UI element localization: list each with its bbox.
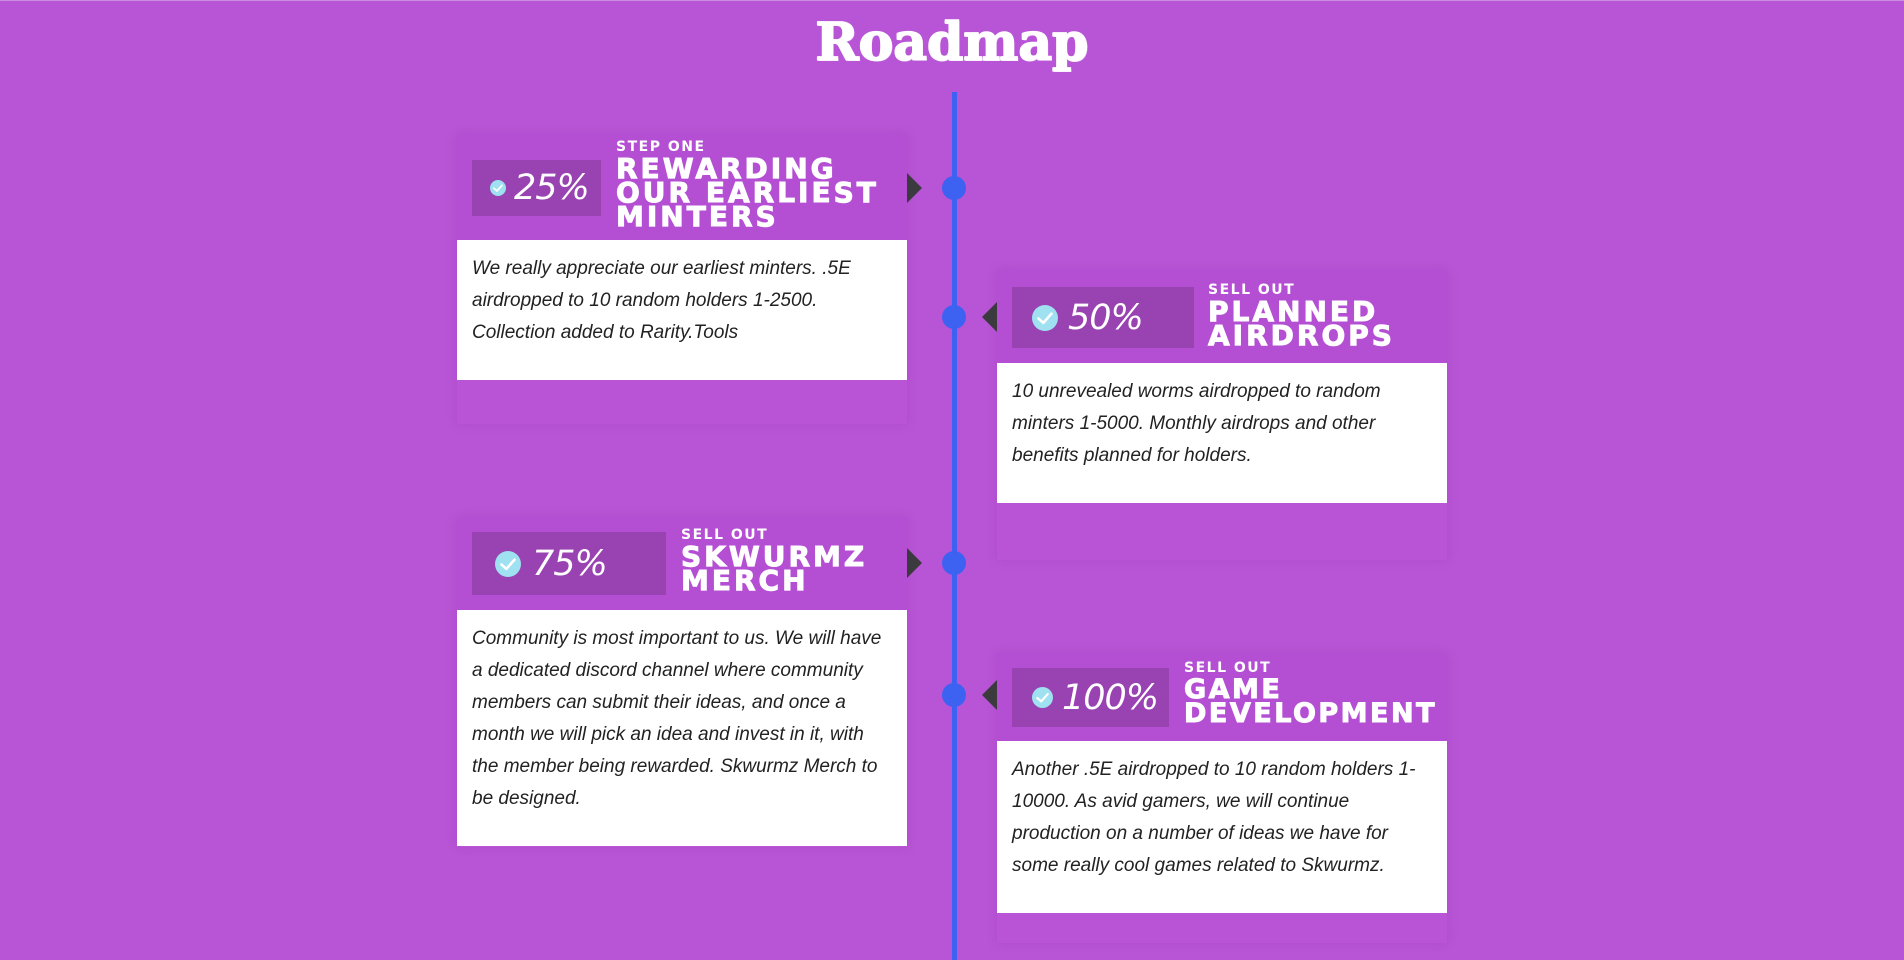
percent-value: 100% [1062, 677, 1159, 718]
percent-value: 25% [514, 168, 590, 208]
title-line: PLANNED [1208, 295, 1379, 328]
page-title: Roadmap [815, 11, 1090, 74]
milestone-card-75: 75% SELL OUT SKWURMZ MERCH Community is … [457, 517, 907, 847]
timeline-dot [942, 551, 966, 575]
milestone-title: GAME DEVELOPMENT [1184, 674, 1447, 729]
milestone-title: PLANNED AIRDROPS [1208, 295, 1443, 352]
step-label: SELL OUT [1208, 282, 1296, 298]
milestone-header: 25% STEP ONE REWARDING OUR EARLIEST MINT… [457, 134, 907, 240]
milestone-description: 10 unrevealed worms airdropped to random… [997, 363, 1447, 503]
percent-badge: 100% [1012, 668, 1169, 727]
title-line: GAME [1184, 674, 1283, 705]
milestone-description: Another .5E airdropped to 10 random hold… [997, 741, 1447, 913]
percent-value: 50% [1068, 297, 1144, 338]
pointer-arrow [907, 548, 922, 578]
milestone-description: Community is most important to us. We wi… [457, 610, 907, 846]
percent-badge: 50% [1012, 287, 1194, 348]
title-line: DEVELOPMENT [1184, 698, 1438, 729]
milestone-heading: SELL OUT SKWURMZ MERCH [681, 527, 905, 597]
check-circle-icon [490, 180, 506, 196]
title-line: MINTERS [616, 200, 779, 233]
milestone-card-100: 100% SELL OUT GAME DEVELOPMENT Another .… [997, 653, 1447, 943]
milestone-heading: SELL OUT PLANNED AIRDROPS [1208, 282, 1443, 352]
percent-badge: 25% [472, 160, 601, 216]
title-line: SKWURMZ [681, 540, 868, 573]
milestone-heading: SELL OUT GAME DEVELOPMENT [1184, 660, 1447, 729]
top-border [0, 0, 1904, 1]
milestone-description: We really appreciate our earliest minter… [457, 240, 907, 380]
timeline-dot [942, 683, 966, 707]
title-line: AIRDROPS [1208, 319, 1395, 352]
check-circle-icon [1032, 687, 1053, 708]
milestone-header: 100% SELL OUT GAME DEVELOPMENT [997, 653, 1447, 741]
percent-badge: 75% [472, 532, 666, 595]
title-line: REWARDING [616, 152, 837, 185]
title-line: MERCH [681, 564, 809, 597]
milestone-card-50: 50% SELL OUT PLANNED AIRDROPS 10 unrevea… [997, 270, 1447, 560]
step-label: SELL OUT [681, 527, 769, 543]
pointer-arrow [982, 680, 997, 710]
milestone-header: 50% SELL OUT PLANNED AIRDROPS [997, 270, 1447, 363]
pointer-arrow [907, 173, 922, 203]
title-line: OUR EARLIEST [616, 176, 879, 209]
percent-value: 75% [532, 543, 608, 584]
milestone-card-25: 25% STEP ONE REWARDING OUR EARLIEST MINT… [457, 134, 907, 424]
check-circle-icon [1032, 304, 1058, 331]
step-label: STEP ONE [616, 139, 706, 155]
milestone-title: REWARDING OUR EARLIEST MINTERS [616, 152, 906, 233]
milestone-header: 75% SELL OUT SKWURMZ MERCH [457, 517, 907, 610]
check-circle-icon [495, 550, 521, 577]
step-label: SELL OUT [1184, 660, 1272, 676]
timeline-dot [942, 305, 966, 329]
pointer-arrow [982, 302, 997, 332]
timeline-dot [942, 176, 966, 200]
milestone-heading: STEP ONE REWARDING OUR EARLIEST MINTERS [616, 139, 906, 233]
timeline-line [952, 92, 957, 960]
milestone-title: SKWURMZ MERCH [681, 540, 905, 597]
